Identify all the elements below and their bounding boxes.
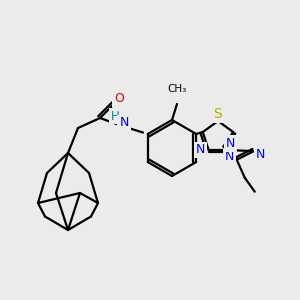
- Text: N: N: [196, 143, 205, 156]
- Text: S: S: [214, 107, 222, 121]
- Text: O: O: [114, 92, 124, 106]
- Text: H: H: [111, 110, 119, 122]
- Text: CH₃: CH₃: [167, 84, 187, 94]
- Text: N: N: [225, 150, 234, 164]
- Text: N: N: [226, 137, 235, 150]
- Text: N: N: [119, 116, 129, 130]
- Text: N: N: [256, 148, 265, 161]
